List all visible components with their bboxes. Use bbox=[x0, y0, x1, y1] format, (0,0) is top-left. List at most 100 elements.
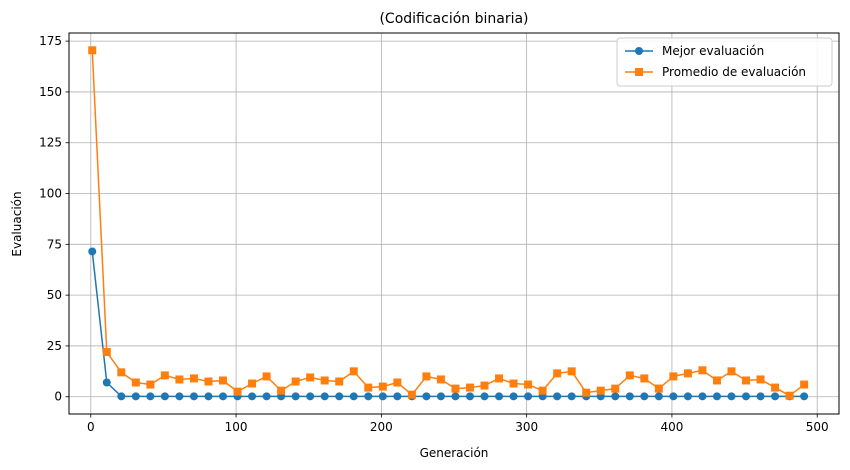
data-point bbox=[291, 392, 300, 401]
data-point bbox=[683, 392, 692, 401]
data-point bbox=[349, 392, 358, 401]
data-point bbox=[248, 392, 257, 401]
y-tick-label: 75 bbox=[47, 237, 62, 251]
data-point bbox=[625, 392, 634, 401]
data-point bbox=[509, 379, 518, 388]
data-point bbox=[727, 392, 736, 401]
data-point bbox=[378, 382, 387, 391]
data-point bbox=[800, 380, 809, 389]
data-point bbox=[407, 390, 416, 399]
data-point bbox=[611, 392, 620, 401]
legend-box bbox=[616, 37, 833, 87]
data-point bbox=[364, 392, 373, 401]
data-point bbox=[800, 392, 809, 401]
series-layer bbox=[88, 46, 809, 401]
data-point bbox=[335, 392, 344, 401]
grid-lines bbox=[69, 33, 839, 414]
data-point bbox=[364, 383, 373, 392]
data-point bbox=[669, 392, 678, 401]
x-tick-label: 200 bbox=[370, 420, 393, 434]
data-point bbox=[422, 372, 431, 381]
data-point bbox=[480, 392, 489, 401]
data-point bbox=[465, 383, 474, 392]
data-point bbox=[233, 387, 242, 396]
data-point bbox=[262, 392, 271, 401]
x-ticks: 0 100 200 300 400 500 bbox=[87, 414, 829, 434]
data-point bbox=[189, 374, 198, 383]
data-point bbox=[146, 380, 155, 389]
data-point bbox=[451, 392, 460, 401]
data-point bbox=[349, 367, 358, 376]
data-point bbox=[683, 369, 692, 378]
data-point bbox=[785, 391, 794, 400]
data-point bbox=[160, 371, 169, 380]
x-axis-title: Generación bbox=[420, 446, 489, 460]
data-point bbox=[654, 384, 663, 393]
data-point bbox=[88, 46, 97, 55]
data-point bbox=[422, 392, 431, 401]
data-point bbox=[640, 374, 649, 383]
data-point bbox=[102, 378, 111, 387]
x-tick-label: 300 bbox=[515, 420, 538, 434]
data-point bbox=[393, 392, 402, 401]
data-point bbox=[393, 378, 402, 387]
data-point bbox=[567, 367, 576, 376]
data-point bbox=[625, 371, 634, 380]
data-point bbox=[320, 376, 329, 385]
data-point bbox=[640, 392, 649, 401]
series-1 bbox=[88, 247, 809, 401]
legend-label: Promedio de evaluación bbox=[662, 65, 806, 79]
data-point bbox=[742, 392, 751, 401]
data-point bbox=[219, 392, 227, 401]
data-point bbox=[698, 392, 707, 401]
data-point bbox=[509, 392, 518, 401]
legend-marker bbox=[635, 68, 643, 76]
data-point bbox=[88, 247, 97, 256]
y-axis-title: Evaluación bbox=[10, 191, 24, 256]
legend-marker bbox=[635, 47, 643, 55]
data-point bbox=[524, 392, 533, 401]
data-point bbox=[771, 392, 780, 401]
data-point bbox=[175, 375, 184, 384]
data-point bbox=[567, 392, 576, 401]
data-point bbox=[553, 392, 562, 401]
x-tick-label: 400 bbox=[660, 420, 683, 434]
data-point bbox=[291, 377, 300, 386]
data-point bbox=[451, 384, 460, 393]
data-point bbox=[654, 392, 663, 401]
data-point bbox=[335, 377, 344, 386]
data-point bbox=[698, 366, 707, 375]
data-point bbox=[582, 388, 591, 397]
series-line bbox=[91, 251, 805, 398]
legend-item: Promedio de evaluación bbox=[625, 65, 806, 79]
series-2 bbox=[88, 46, 809, 400]
data-point bbox=[669, 372, 678, 381]
data-point bbox=[306, 373, 315, 382]
data-point bbox=[712, 376, 721, 385]
data-point bbox=[524, 380, 533, 389]
data-point bbox=[378, 392, 387, 401]
data-point bbox=[538, 386, 547, 395]
plot-frame bbox=[68, 32, 840, 415]
data-point bbox=[320, 392, 329, 401]
data-point bbox=[131, 378, 140, 387]
data-point bbox=[553, 369, 562, 378]
data-point bbox=[480, 381, 489, 390]
data-point bbox=[436, 375, 445, 384]
chart-title: (Codificación binaria) bbox=[379, 11, 528, 27]
data-point bbox=[189, 392, 198, 401]
data-point bbox=[117, 392, 126, 401]
y-tick-label: 100 bbox=[39, 187, 62, 201]
y-tick-label: 50 bbox=[47, 288, 62, 302]
data-point bbox=[146, 392, 155, 401]
data-point bbox=[742, 376, 751, 385]
data-point bbox=[204, 377, 213, 386]
data-point bbox=[131, 392, 140, 401]
data-point bbox=[495, 392, 504, 401]
data-point bbox=[611, 384, 620, 393]
data-point bbox=[712, 392, 721, 401]
data-point bbox=[465, 392, 474, 401]
x-tick-label: 500 bbox=[806, 420, 829, 434]
legend-item: Mejor evaluación bbox=[625, 44, 764, 58]
y-tick-label: 25 bbox=[47, 339, 62, 353]
